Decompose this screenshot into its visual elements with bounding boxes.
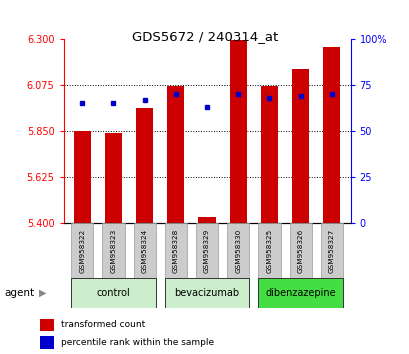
Text: agent: agent	[4, 288, 34, 298]
Bar	[167, 86, 184, 223]
Text: GSM958324: GSM958324	[142, 228, 147, 273]
Text: GSM958327: GSM958327	[328, 228, 334, 273]
Bar	[322, 47, 339, 223]
Text: GSM958322: GSM958322	[79, 228, 85, 273]
Bar	[320, 223, 342, 278]
Bar	[71, 278, 155, 308]
Bar	[40, 336, 54, 349]
Bar	[258, 223, 280, 278]
Bar	[227, 223, 249, 278]
Bar	[164, 278, 249, 308]
Text: GSM958328: GSM958328	[173, 228, 178, 273]
Bar	[198, 217, 215, 223]
Text: GSM958329: GSM958329	[204, 228, 209, 273]
Text: GSM958330: GSM958330	[235, 228, 240, 273]
Text: bevacizumab: bevacizumab	[174, 288, 239, 298]
Bar	[102, 223, 124, 278]
Bar	[229, 40, 246, 223]
Text: GSM958326: GSM958326	[297, 228, 303, 273]
Bar	[260, 86, 277, 223]
Bar	[74, 131, 91, 223]
Text: dibenzazepine: dibenzazepine	[265, 288, 335, 298]
Bar	[136, 108, 153, 223]
Text: GDS5672 / 240314_at: GDS5672 / 240314_at	[132, 30, 277, 43]
Bar	[196, 223, 218, 278]
Bar	[71, 223, 93, 278]
Text: GSM958325: GSM958325	[266, 228, 272, 273]
Bar	[105, 133, 122, 223]
Text: GSM958323: GSM958323	[110, 228, 116, 273]
Text: percentile rank within the sample: percentile rank within the sample	[61, 338, 213, 347]
Bar	[40, 319, 54, 331]
Text: control: control	[97, 288, 130, 298]
Bar	[291, 69, 308, 223]
Bar	[258, 278, 342, 308]
Bar	[164, 223, 187, 278]
Bar	[289, 223, 311, 278]
Text: transformed count: transformed count	[61, 320, 144, 330]
Bar	[133, 223, 155, 278]
Text: ▶: ▶	[39, 288, 47, 298]
